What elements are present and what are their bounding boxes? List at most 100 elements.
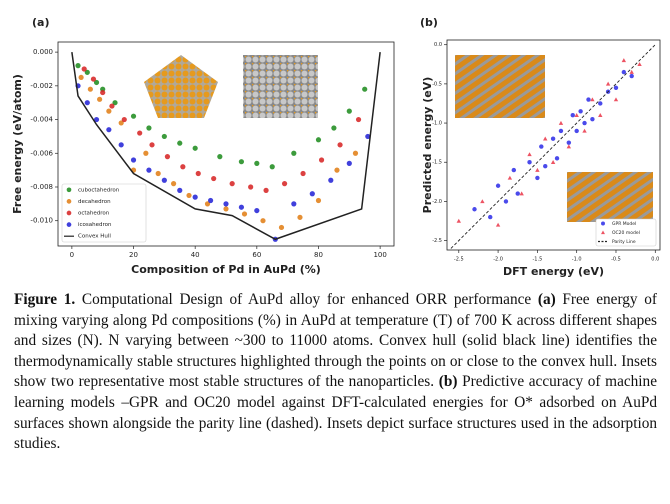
point (495, 222, 501, 227)
point (334, 167, 340, 173)
point (511, 167, 517, 173)
caption-text: (b) (438, 373, 458, 391)
x-tick-label: -1.5 (533, 257, 543, 263)
point (106, 108, 112, 114)
point (519, 191, 524, 196)
plot-frame (57, 41, 395, 247)
line (71, 52, 381, 241)
panel-label: (a) (32, 16, 49, 29)
legend-swatch (66, 210, 72, 216)
point (204, 201, 211, 207)
point (566, 140, 572, 145)
point (269, 164, 275, 170)
point (300, 170, 306, 177)
point (346, 108, 352, 114)
point (100, 89, 106, 96)
point (355, 116, 362, 123)
plot-frame (446, 39, 661, 251)
legend-label: OC20 model (612, 230, 640, 236)
point (337, 142, 343, 148)
point (558, 120, 564, 125)
point (480, 199, 485, 204)
point (146, 125, 152, 131)
legend-box (61, 183, 147, 243)
point (539, 144, 544, 149)
y-tick-label: -0.010 (30, 217, 53, 225)
inset-image (144, 55, 218, 118)
point (278, 224, 285, 231)
point (146, 167, 152, 173)
legend-swatch (601, 230, 605, 235)
legend-swatch (66, 187, 72, 193)
point (223, 201, 229, 207)
point (248, 184, 254, 190)
point (495, 183, 501, 188)
point (488, 214, 493, 220)
x-tick-label: -0.5 (611, 257, 621, 263)
point (331, 125, 337, 131)
point (211, 175, 217, 182)
point (238, 159, 245, 165)
point (629, 73, 634, 79)
point (180, 164, 186, 170)
caption-text: Predictive accuracy of machine learning … (14, 373, 657, 453)
legend-label: octahedron (78, 211, 110, 217)
point (130, 113, 137, 119)
point (582, 128, 587, 133)
x-tick-label: 0 (70, 251, 74, 259)
point (93, 79, 100, 86)
point (170, 181, 177, 187)
point (550, 160, 556, 164)
point (177, 140, 183, 146)
point (558, 128, 564, 134)
point (186, 192, 192, 199)
point (177, 187, 183, 193)
point (109, 103, 115, 109)
caption-text: Free energy of mixing varying along Pd c… (14, 291, 657, 391)
point (97, 96, 103, 102)
point (75, 63, 81, 69)
point (112, 100, 118, 106)
point (118, 142, 124, 148)
point (217, 154, 223, 160)
legend-box (595, 218, 657, 247)
y-axis-label: Predicted energy (eV) (421, 77, 434, 214)
caption-text: Figure 1. (14, 291, 76, 308)
caption-text: (a) (537, 291, 556, 308)
point (84, 69, 90, 75)
point (130, 157, 137, 163)
x-axis-label: DFT energy (eV) (503, 265, 604, 278)
point (161, 177, 167, 183)
x-axis-label: Composition of Pd in AuPd (%) (131, 263, 321, 276)
point (352, 150, 359, 156)
y-tick-label: -1.5 (432, 160, 442, 166)
inset-image (567, 172, 653, 222)
point (291, 201, 297, 207)
point (637, 62, 642, 67)
point (507, 175, 513, 180)
point (570, 113, 575, 118)
point (605, 81, 611, 86)
point (195, 170, 201, 177)
line (450, 44, 656, 249)
point (121, 116, 127, 123)
x-tick-label: 0.0 (651, 257, 659, 263)
point (613, 97, 619, 102)
point (598, 101, 603, 106)
legend-label: Parity Line (612, 239, 636, 245)
point (578, 109, 583, 114)
legend-label: decahedron (78, 199, 111, 205)
point (472, 207, 477, 212)
point (328, 177, 334, 183)
x-tick-label: 20 (129, 251, 138, 259)
y-tick-label: -0.002 (30, 82, 53, 90)
x-tick-label: 60 (252, 251, 261, 259)
point (90, 76, 97, 82)
y-tick-label: -1.0 (432, 121, 442, 127)
point (106, 127, 112, 133)
point (84, 100, 90, 106)
point (318, 157, 325, 163)
x-tick-label: 80 (314, 251, 323, 259)
point (315, 137, 322, 143)
inset-image (455, 55, 545, 118)
